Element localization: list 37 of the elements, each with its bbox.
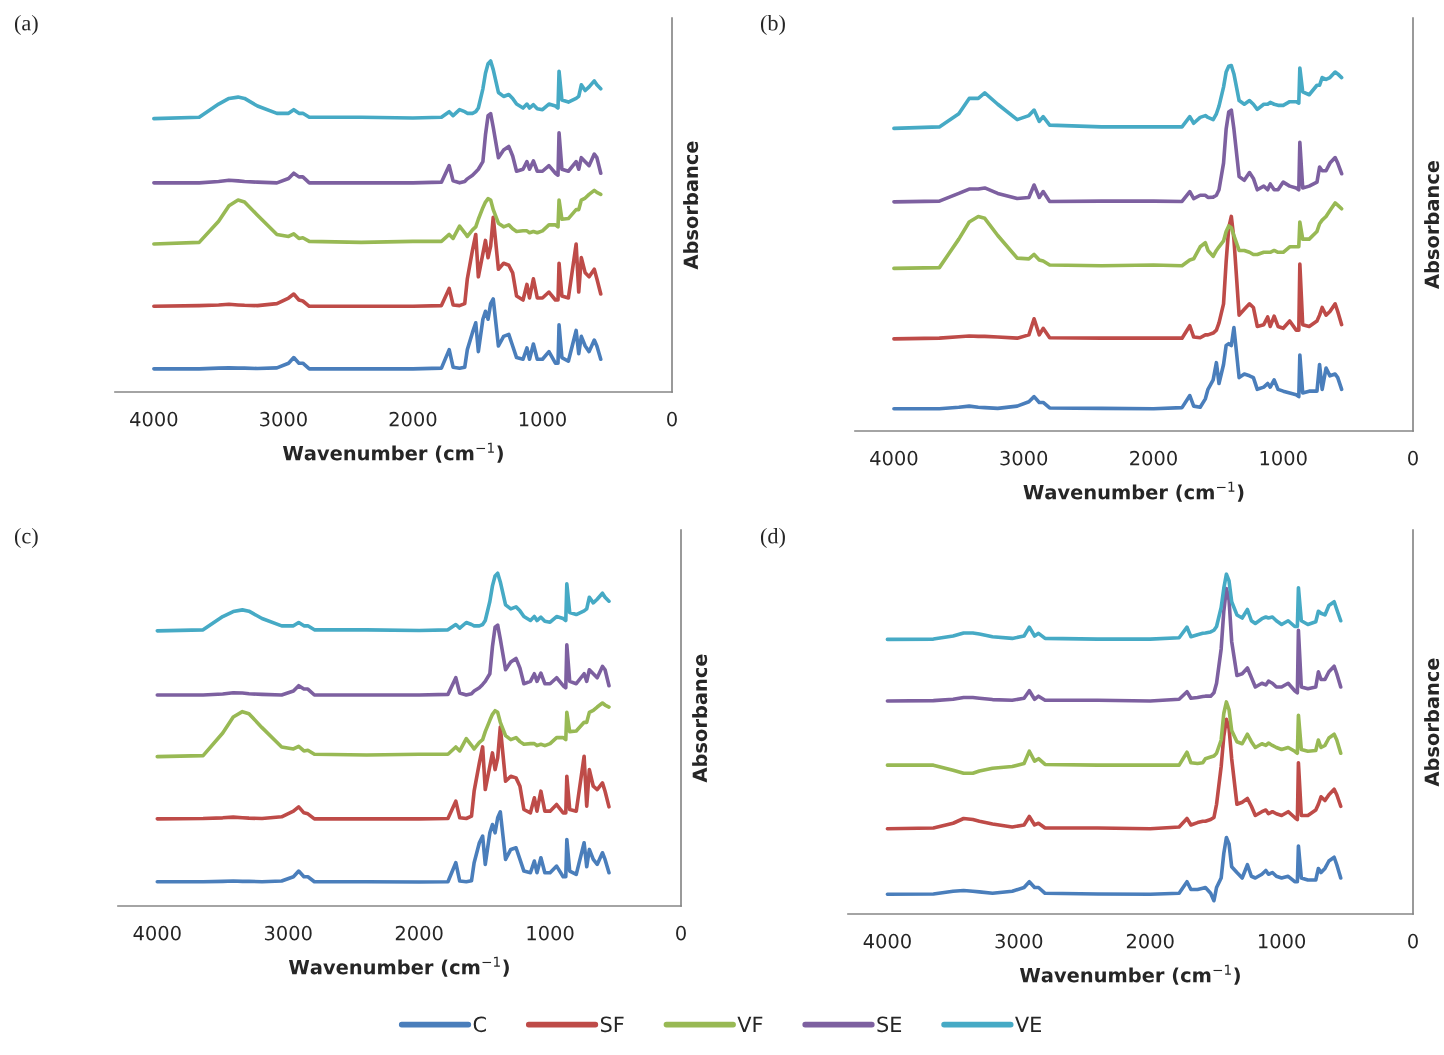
x-tick-label: 3000 [260, 411, 307, 427]
x-tick-label: 1000 [519, 411, 566, 427]
x-tick-label: 2000 [389, 411, 437, 427]
x-tick-label: 4000 [130, 411, 178, 427]
y-axis-title: Absorbance [1424, 160, 1440, 289]
chart-title: (c) [14, 527, 38, 549]
x-axis-title: Wavenumber (cm$^{−1}$) [1019, 964, 1240, 985]
x-tick-label: 0 [676, 925, 686, 941]
x-tick-label: 0 [1408, 933, 1418, 949]
x-tick-label: 1000 [527, 925, 574, 941]
x-tick-label: 4000 [870, 450, 918, 466]
x-tick-label: 1000 [1259, 933, 1306, 949]
chart-title: (b) [760, 14, 785, 36]
x-tick-label: 2000 [1126, 933, 1174, 949]
legend-label: VE [1015, 1016, 1041, 1032]
x-tick-label: 4000 [863, 933, 911, 949]
x-tick-label: 2000 [395, 925, 443, 941]
legend-label: SF [600, 1016, 624, 1033]
y-axis-title: Absorbance [692, 654, 708, 783]
x-tick-label: 4000 [133, 925, 181, 941]
x-axis-title: Wavenumber (cm$^{−1}$) [1023, 481, 1244, 502]
x-tick-label: 3000 [1000, 450, 1048, 466]
x-tick-label: 2000 [1130, 450, 1177, 466]
x-tick-label: 0 [667, 411, 677, 427]
y-axis-title: Absorbance [683, 141, 699, 270]
legend-label: SE [877, 1016, 902, 1033]
x-tick-label: 3000 [995, 933, 1043, 949]
chart-title: (a) [14, 14, 38, 36]
x-axis-title: Wavenumber (cm$^{−1}$) [282, 442, 503, 463]
x-axis-title: Wavenumber (cm$^{−1}$) [288, 956, 509, 977]
chart-title: (d) [760, 527, 785, 549]
x-tick-label: 0 [1408, 450, 1418, 466]
legend-label: VF [737, 1016, 763, 1032]
x-tick-label: 3000 [264, 925, 312, 941]
x-tick-label: 1000 [1260, 450, 1307, 466]
y-axis-title: Absorbance [1424, 658, 1440, 787]
legend-label: C [473, 1016, 486, 1033]
